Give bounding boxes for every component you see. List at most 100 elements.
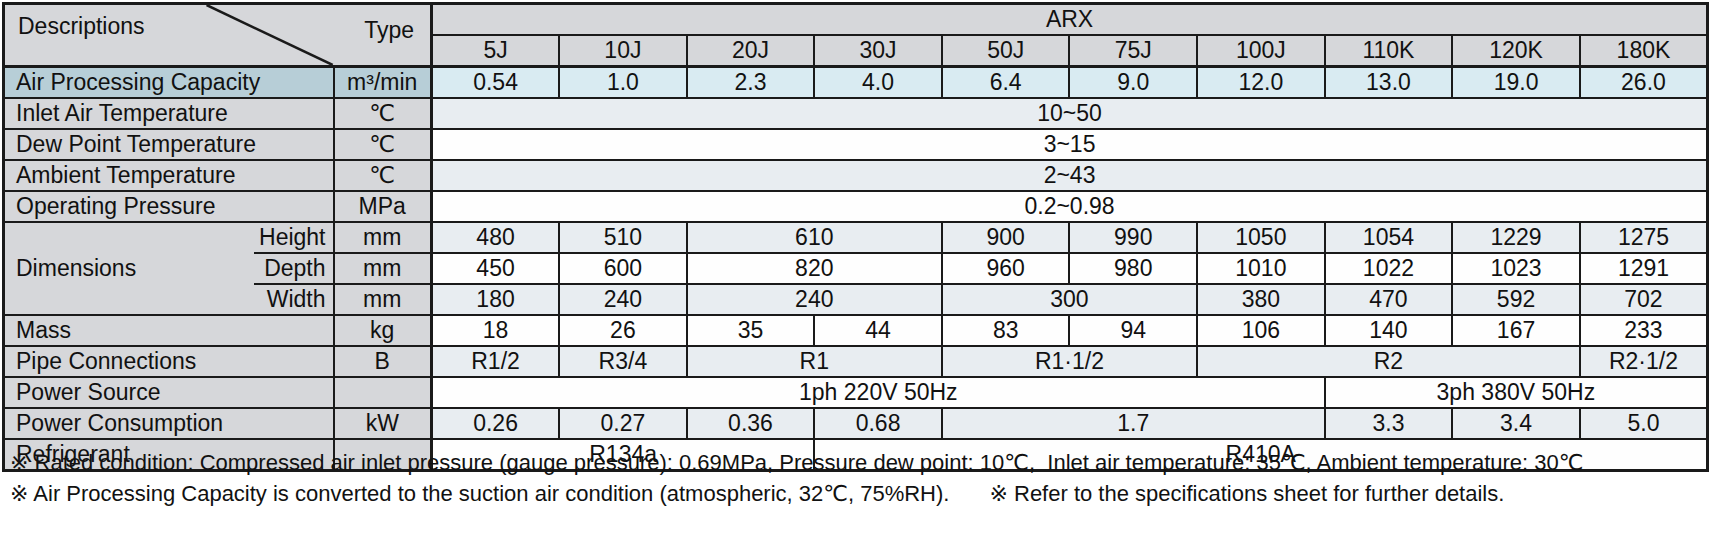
- value-cell: 1ph 220V 50Hz: [432, 377, 1325, 408]
- column-header-50j: 50J: [942, 35, 1070, 67]
- value-cell: 1291: [1580, 253, 1708, 284]
- value-cell: 12.0: [1197, 67, 1325, 99]
- value-cell: 2~43: [432, 160, 1708, 191]
- column-header-110k: 110K: [1325, 35, 1453, 67]
- value-cell: R2: [1197, 346, 1580, 377]
- row-operating-pressure: Operating PressureMPa0.2~0.98: [4, 191, 1708, 222]
- row-power-source: Power Source 1ph 220V 50Hz3ph 380V 50Hz: [4, 377, 1708, 408]
- unit-cell-power-consumption: kW: [334, 408, 432, 439]
- column-header-180k: 180K: [1580, 35, 1708, 67]
- row-label-operating-pressure: Operating Pressure: [4, 191, 334, 222]
- value-cell: 240: [559, 284, 687, 315]
- corner-cell: Descriptions Type: [4, 4, 432, 67]
- row-air-processing-capacity: Air Processing Capacitym³/min0.541.02.34…: [4, 67, 1708, 99]
- row-label-pipe-connections: Pipe Connections: [4, 346, 334, 377]
- value-cell: 1010: [1197, 253, 1325, 284]
- value-cell: 1229: [1452, 222, 1580, 253]
- value-cell: R1/2: [432, 346, 560, 377]
- value-cell: 19.0: [1452, 67, 1580, 99]
- column-header-20j: 20J: [687, 35, 815, 67]
- footnote-capacity-note: ※ Air Processing Capacity is converted t…: [10, 481, 949, 506]
- value-cell: 180: [432, 284, 560, 315]
- value-cell: 44: [814, 315, 942, 346]
- value-cell: 1050: [1197, 222, 1325, 253]
- value-cell: 600: [559, 253, 687, 284]
- value-cell: 167: [1452, 315, 1580, 346]
- unit-cell-air-processing-capacity: m³/min: [334, 67, 432, 99]
- row-label-air-processing-capacity: Air Processing Capacity: [4, 67, 334, 99]
- value-cell: 3ph 380V 50Hz: [1325, 377, 1708, 408]
- value-cell: 0.54: [432, 67, 560, 99]
- value-cell: 3~15: [432, 129, 1708, 160]
- footnote-line-2: ※ Air Processing Capacity is converted t…: [10, 478, 1583, 509]
- unit-cell-ambient-temperature: ℃: [334, 160, 432, 191]
- column-header-5j: 5J: [432, 35, 560, 67]
- series-header-cell: ARX: [432, 4, 1708, 36]
- row-label-ambient-temperature: Ambient Temperature: [4, 160, 334, 191]
- value-cell: 1054: [1325, 222, 1453, 253]
- value-cell: 610: [687, 222, 942, 253]
- row-label-inlet-air-temperature: Inlet Air Temperature: [4, 98, 334, 129]
- row-inlet-air-temperature: Inlet Air Temperature℃10~50: [4, 98, 1708, 129]
- descriptions-label: Descriptions: [18, 13, 145, 39]
- value-cell: 0.36: [687, 408, 815, 439]
- unit-cell-dimensions-width: mm: [334, 284, 432, 315]
- value-cell: 960: [942, 253, 1070, 284]
- row-dimensions-width: Widthmm180240240300380470592702: [4, 284, 1708, 315]
- value-cell: 0.27: [559, 408, 687, 439]
- unit-cell-pipe-connections: B: [334, 346, 432, 377]
- value-cell: R1·1/2: [942, 346, 1197, 377]
- footnote-line-1: ※ Rated condition: Compressed air inlet …: [10, 447, 1583, 478]
- value-cell: 0.26: [432, 408, 560, 439]
- row-label-power-consumption: Power Consumption: [4, 408, 334, 439]
- value-cell: 1.0: [559, 67, 687, 99]
- value-cell: 2.3: [687, 67, 815, 99]
- row-label-mass: Mass: [4, 315, 334, 346]
- value-cell: 510: [559, 222, 687, 253]
- unit-cell-dimensions-height: mm: [334, 222, 432, 253]
- value-cell: 240: [687, 284, 942, 315]
- value-cell: 26: [559, 315, 687, 346]
- value-cell: 980: [1069, 253, 1197, 284]
- value-cell: R1: [687, 346, 942, 377]
- value-cell: 106: [1197, 315, 1325, 346]
- value-cell: 6.4: [942, 67, 1070, 99]
- footnote-refer-note: ※ Refer to the specifications sheet for …: [989, 481, 1504, 506]
- row-dimensions-depth: Depthmm4506008209609801010102210231291: [4, 253, 1708, 284]
- value-cell: 35: [687, 315, 815, 346]
- value-cell: 140: [1325, 315, 1453, 346]
- value-cell: R2·1/2: [1580, 346, 1708, 377]
- value-cell: 0.68: [814, 408, 942, 439]
- row-label-power-source: Power Source: [4, 377, 334, 408]
- column-header-75j: 75J: [1069, 35, 1197, 67]
- dimensions-group-label: Dimensions: [4, 222, 254, 315]
- row-pipe-connections: Pipe ConnectionsBR1/2R3/4R1R1·1/2R2R2·1/…: [4, 346, 1708, 377]
- value-cell: 1023: [1452, 253, 1580, 284]
- value-cell: 300: [942, 284, 1197, 315]
- value-cell: 900: [942, 222, 1070, 253]
- row-label-dew-point-temperature: Dew Point Temperature: [4, 129, 334, 160]
- value-cell: 9.0: [1069, 67, 1197, 99]
- header-row-series: Descriptions Type ARX: [4, 4, 1708, 36]
- row-dew-point-temperature: Dew Point Temperature℃3~15: [4, 129, 1708, 160]
- value-cell: 233: [1580, 315, 1708, 346]
- value-cell: 83: [942, 315, 1070, 346]
- value-cell: 990: [1069, 222, 1197, 253]
- value-cell: 94: [1069, 315, 1197, 346]
- value-cell: 592: [1452, 284, 1580, 315]
- column-header-10j: 10J: [559, 35, 687, 67]
- column-header-120k: 120K: [1452, 35, 1580, 67]
- unit-cell-dew-point-temperature: ℃: [334, 129, 432, 160]
- value-cell: 450: [432, 253, 560, 284]
- unit-cell-dimensions-depth: mm: [334, 253, 432, 284]
- value-cell: 0.2~0.98: [432, 191, 1708, 222]
- row-power-consumption: Power ConsumptionkW0.260.270.360.681.73.…: [4, 408, 1708, 439]
- row-mass: Masskg182635448394106140167233: [4, 315, 1708, 346]
- value-cell: 820: [687, 253, 942, 284]
- value-cell: 18: [432, 315, 560, 346]
- value-cell: 10~50: [432, 98, 1708, 129]
- sublabel-width: Width: [254, 284, 334, 315]
- unit-cell-mass: kg: [334, 315, 432, 346]
- row-ambient-temperature: Ambient Temperature℃2~43: [4, 160, 1708, 191]
- unit-cell-operating-pressure: MPa: [334, 191, 432, 222]
